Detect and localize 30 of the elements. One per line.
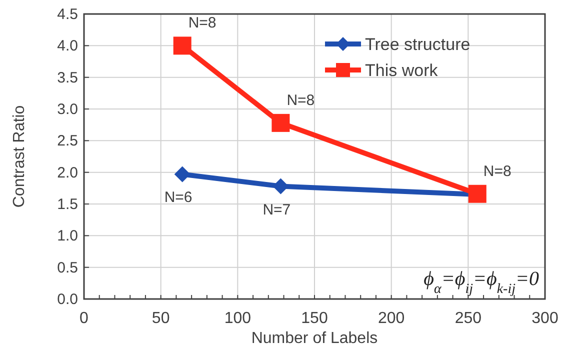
y-tick-label: 3.0 — [57, 101, 78, 118]
y-tick-label: 3.5 — [57, 69, 78, 86]
y-tick-label: 4.0 — [57, 38, 78, 55]
annotation: ϕ$_{α}$=ϕ$_{ij}$=ϕ$_{k-ij}$=0 — [424, 268, 539, 296]
y-tick-label: 2.0 — [57, 164, 78, 182]
y-tick-label: 1.0 — [57, 228, 78, 245]
y-axis-title: Contrast Ratio — [11, 105, 28, 208]
point — [173, 36, 192, 55]
annotation: N=7 — [262, 201, 291, 218]
legend-label: This work — [365, 61, 438, 80]
point — [174, 166, 190, 182]
x-axis-title: Number of Labels — [251, 330, 378, 347]
annotation: N=8 — [483, 162, 512, 180]
point — [272, 114, 290, 132]
y-tick-label: 0.5 — [57, 259, 78, 276]
x-tick-label: 0 — [80, 310, 89, 327]
x-tick-label: 50 — [152, 310, 170, 327]
y-tick-label: 2.5 — [57, 132, 78, 150]
x-tick-label: 100 — [224, 310, 252, 327]
y-tick-label: 0.0 — [57, 291, 78, 308]
x-tick-label: 250 — [454, 310, 482, 327]
x-tick-label: 200 — [378, 310, 405, 327]
x-tick-label: 300 — [532, 310, 558, 327]
annotation: N=8 — [188, 14, 216, 32]
annotation: N=8 — [286, 92, 315, 109]
y-tick-label: 4.5 — [57, 6, 78, 23]
y-tick-label: 1.5 — [57, 196, 78, 213]
annotation: N=6 — [164, 189, 192, 206]
legend-label: Tree structure — [365, 35, 470, 54]
x-tick-label: 150 — [301, 310, 328, 327]
